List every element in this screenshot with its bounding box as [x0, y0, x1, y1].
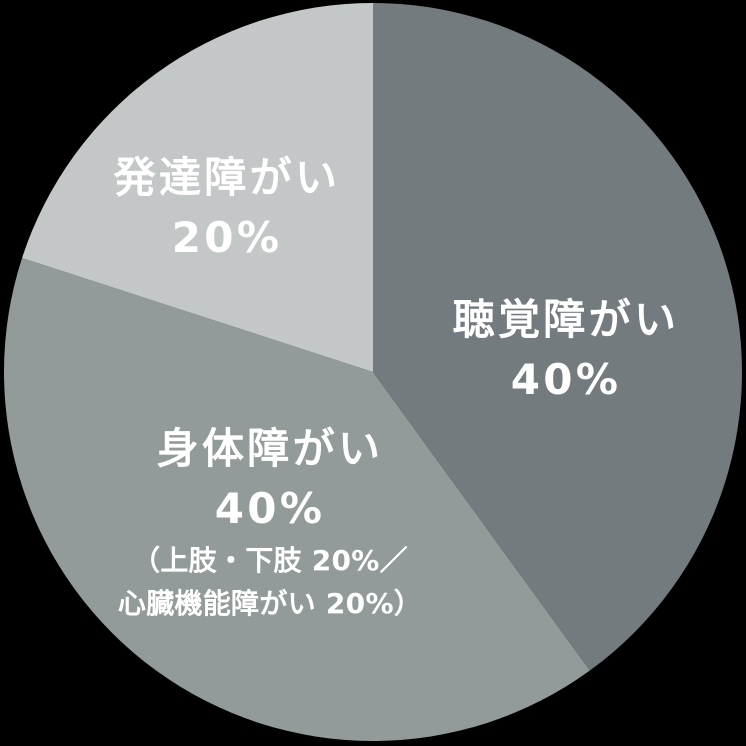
pie-slice-physical — [3, 257, 590, 742]
pie-slice-developmental — [22, 3, 374, 372]
pie-slice-hearing — [373, 3, 743, 671]
